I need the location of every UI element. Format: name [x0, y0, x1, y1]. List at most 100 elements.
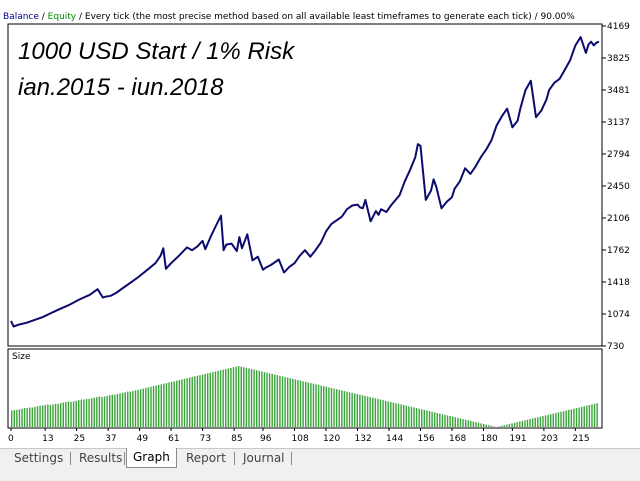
y-axis-ticks: 1074 1418 1762 2106 2450 2794 3137 3481 3825 4169… — [602, 22, 630, 352]
size-bar — [312, 383, 315, 427]
tab-separator — [70, 452, 71, 465]
size-bar — [274, 374, 276, 427]
size-bar — [276, 375, 279, 427]
size-bar — [225, 369, 227, 427]
size-bar — [544, 415, 547, 427]
size-bar — [397, 403, 400, 427]
x-tick-label: 85 — [231, 434, 242, 444]
size-bar — [467, 420, 469, 427]
size-bar — [379, 399, 382, 427]
size-bar — [382, 400, 384, 427]
size-bar — [457, 417, 459, 427]
size-bar — [426, 410, 428, 427]
x-tick-label: 0 — [8, 434, 14, 444]
tab-graph[interactable]: Graph — [126, 448, 177, 468]
size-bar — [188, 377, 191, 427]
size-bar — [268, 373, 271, 427]
tab-results[interactable]: Results — [79, 451, 123, 465]
size-bar — [560, 411, 562, 427]
size-bar — [70, 401, 72, 427]
size-bar — [31, 407, 34, 427]
size-bar — [168, 382, 170, 427]
size-bar — [333, 388, 335, 427]
size-bar — [480, 423, 482, 427]
size-bar — [256, 370, 258, 427]
size-bar — [470, 420, 472, 427]
y-tick-label: 2794 — [607, 150, 630, 160]
size-bar — [204, 373, 206, 427]
size-bar — [294, 379, 297, 427]
size-bar — [588, 405, 591, 427]
size-bar — [134, 390, 137, 427]
size-bar — [408, 406, 410, 427]
size-bar — [65, 401, 67, 427]
x-tick-label: 49 — [137, 434, 149, 444]
y-tick-label: 730 — [607, 342, 624, 352]
size-bar — [565, 410, 567, 427]
size-bar — [201, 374, 204, 427]
size-bar — [351, 392, 353, 427]
size-bar — [57, 403, 59, 427]
size-bar — [366, 396, 369, 427]
size-bar — [109, 395, 111, 427]
size-bar — [47, 404, 49, 427]
size-bar — [307, 382, 309, 427]
size-bar — [258, 370, 260, 427]
size-bar — [562, 411, 565, 427]
x-tick-label: 215 — [572, 434, 589, 444]
size-bar — [106, 395, 108, 427]
size-bar — [263, 372, 266, 427]
size-bar — [320, 385, 322, 427]
size-bar — [83, 399, 85, 427]
size-bar — [493, 426, 495, 427]
size-bar — [284, 376, 286, 427]
size-bar — [441, 414, 444, 427]
balance-plot-frame — [7, 23, 603, 347]
size-bar — [207, 373, 209, 427]
size-bar — [36, 406, 39, 427]
legend-test-info: / Every tick (the most precise method ba… — [76, 12, 575, 22]
size-bar — [13, 409, 15, 427]
size-bar — [519, 421, 521, 427]
size-bar — [330, 387, 333, 427]
size-bar — [181, 379, 183, 427]
y-tick-label: 1074 — [607, 310, 630, 320]
size-bar — [436, 412, 438, 427]
size-bar — [145, 387, 147, 427]
size-bar — [232, 367, 235, 427]
backtest-graph: Balance / Equity / Every tick (the most … — [3, 12, 630, 444]
size-bar — [578, 407, 580, 427]
x-tick-label: 37 — [105, 434, 116, 444]
size-bar — [152, 386, 155, 427]
size-bar — [186, 378, 188, 427]
size-bar — [415, 408, 418, 427]
size-bar — [178, 380, 181, 427]
size-bar — [325, 386, 328, 427]
size-bar — [16, 409, 18, 427]
tab-settings[interactable]: Settings — [14, 451, 64, 465]
x-tick-label: 120 — [323, 434, 340, 444]
size-bar — [212, 372, 214, 427]
size-bar — [310, 383, 312, 427]
size-panel-title: Size — [12, 352, 31, 362]
size-bar — [88, 398, 90, 427]
size-bar — [400, 404, 402, 427]
tab-report[interactable]: Report — [186, 451, 226, 465]
size-bar — [452, 416, 454, 427]
size-bar — [129, 391, 132, 427]
x-tick-label: 13 — [42, 434, 53, 444]
size-bar — [364, 395, 366, 427]
size-bar — [439, 413, 441, 427]
size-bar — [547, 414, 549, 427]
tab-journal[interactable]: Journal — [243, 451, 285, 465]
size-bar — [165, 383, 168, 427]
size-bar — [524, 420, 526, 427]
size-bar — [573, 408, 575, 427]
size-bar — [253, 369, 255, 427]
size-bar — [305, 381, 307, 427]
size-bar — [281, 376, 284, 427]
size-bar — [93, 397, 95, 427]
size-bar — [591, 404, 593, 427]
tab-separator — [124, 452, 125, 465]
size-bar — [199, 375, 201, 427]
